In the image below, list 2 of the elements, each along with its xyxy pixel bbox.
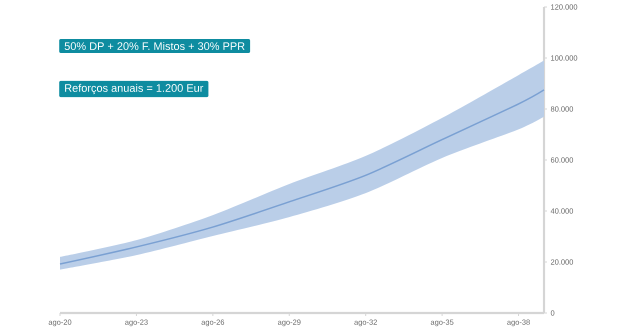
annotation: 50% DP + 20% F. Mistos + 30% PPR: [64, 42, 245, 50]
annotation: Reforços anuais = 1.200 Eur: [65, 84, 204, 94]
